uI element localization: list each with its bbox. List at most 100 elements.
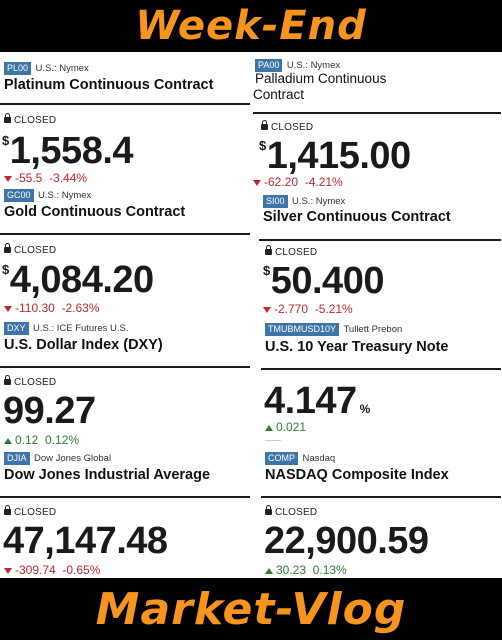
nasdaq-exchange: Nasdaq (302, 453, 336, 464)
palladium-exchange: U.S.: Nymex (286, 60, 341, 71)
gold-price: $1,558.4 (2, 130, 134, 172)
closed-label: CLOSED (275, 247, 318, 258)
nasdaq-change: 0.021 (265, 420, 306, 434)
up-arrow-icon (4, 437, 12, 444)
palladium-meta: PA00 U.S.: Nymex (255, 55, 340, 73)
silver-change-value: -62.20 (264, 175, 299, 189)
top-banner-title: Week-End (135, 3, 367, 49)
currency-symbol: $ (2, 262, 9, 277)
divider (261, 496, 502, 498)
treasury-change: -2.770 -5.21% (263, 302, 353, 316)
lock-icon (265, 245, 272, 255)
down-arrow-icon (253, 179, 261, 186)
bottom-right-change-pct: 0.13% (312, 563, 347, 577)
djia-name[interactable]: Dow Jones Industrial Average (4, 467, 211, 483)
silver-change: -62.20 -4.21% (253, 175, 343, 189)
silver-change-pct: -4.21% (304, 175, 343, 189)
right-quote-panel: PA00 U.S.: Nymex Palladium Continuous Co… (251, 52, 502, 578)
palladium-ticker-badge[interactable]: PA00 (255, 59, 283, 72)
bottom-left-change: -309.74 -0.65% (4, 563, 100, 577)
divider (0, 103, 251, 105)
treasury-exchange: Tullett Prebon (343, 324, 403, 335)
platinum-name[interactable]: Platinum Continuous Contract (4, 77, 214, 93)
dxy-closed-status: CLOSED (4, 243, 56, 256)
closed-label: CLOSED (271, 122, 314, 133)
nasdaq-ticker-badge[interactable]: COMP (265, 452, 298, 465)
gold-price-value: 1,558.4 (9, 130, 134, 172)
silver-name[interactable]: Silver Continuous Contract (263, 209, 451, 225)
silver-price-value: 1,415.00 (266, 135, 411, 177)
djia-ticker-badge[interactable]: DJIA (4, 452, 30, 465)
nasdaq-price: 4.147% (264, 382, 370, 428)
treasury-change-value: -2.770 (274, 302, 309, 316)
closed-label: CLOSED (14, 377, 57, 388)
dxy-name[interactable]: U.S. Dollar Index (DXY) (4, 337, 163, 353)
dxy-change-value: -110.30 (15, 301, 55, 315)
down-arrow-icon (4, 567, 12, 574)
gold-change-pct: -3.44% (49, 171, 88, 185)
dxy-ticker-badge[interactable]: DXY (4, 322, 29, 335)
treasury-price: $50.400 (263, 262, 384, 300)
dxy-meta: DXY U.S.: ICE Futures U.S. (4, 318, 129, 336)
treasury-price-value: 50.400 (270, 260, 385, 302)
djia-change: 0.12 0.12% (4, 433, 79, 447)
currency-symbol: $ (259, 138, 266, 153)
dxy-price-value: 4,084.20 (9, 259, 154, 301)
treasury-closed-status: CLOSED (265, 245, 318, 258)
djia-change-pct: 0.12% (45, 433, 80, 447)
bottom-right-price: 22,900.59 (264, 520, 429, 562)
djia-change-value: 0.12 (15, 433, 39, 447)
gold-exchange: U.S.: Nymex (37, 190, 92, 201)
nasdaq-name[interactable]: NASDAQ Composite Index (265, 467, 449, 483)
palladium-name-line1[interactable]: Palladium Continuous (255, 71, 387, 86)
treasury-ticker-badge[interactable]: TMUBMUSD10Y (265, 323, 340, 336)
lock-icon (4, 113, 11, 123)
treasury-change-pct: -5.21% (314, 302, 353, 316)
closed-label: CLOSED (14, 507, 57, 518)
treasury-name[interactable]: U.S. 10 Year Treasury Note (265, 339, 449, 355)
bottom-left-closed-status: CLOSED (4, 505, 57, 518)
divider (261, 368, 502, 370)
treasury-meta: TMUBMUSD10Y Tullett Prebon (265, 319, 402, 337)
top-banner: Week-End (0, 0, 502, 52)
divider (259, 239, 502, 241)
gold-ticker-badge[interactable]: GC00 (4, 189, 34, 202)
nasdaq-change-value: 0.021 (276, 420, 307, 434)
divider (0, 233, 251, 235)
platinum-ticker-badge[interactable]: PL00 (4, 62, 32, 75)
bottom-left-change-pct: -0.65% (62, 563, 101, 577)
dxy-change-pct: -2.63% (61, 301, 100, 315)
platinum-exchange: U.S.: Nymex (35, 63, 89, 74)
lock-icon (4, 375, 11, 385)
gold-name[interactable]: Gold Continuous Contract (4, 204, 186, 220)
platinum-meta: PL00 U.S.: Nymex (4, 58, 89, 76)
djia-meta: DJIA Dow Jones Global (4, 448, 111, 466)
down-arrow-icon (263, 306, 271, 313)
bottom-banner: Market-Vlog (0, 578, 502, 640)
bottom-right-change: 30.23 0.13% (265, 563, 347, 577)
silver-meta: SI00 U.S.: Nymex (263, 191, 345, 209)
djia-closed-status: CLOSED (4, 375, 57, 388)
nasdaq-meta: COMP Nasdaq (265, 448, 335, 466)
silver-ticker-badge[interactable]: SI00 (263, 195, 288, 208)
silver-price: $1,415.00 (259, 137, 411, 175)
lock-icon (265, 505, 272, 515)
up-arrow-icon (265, 567, 273, 574)
down-arrow-icon (4, 175, 12, 182)
djia-exchange: Dow Jones Global (33, 453, 112, 464)
down-arrow-icon (4, 305, 12, 312)
bottom-banner-title: Market-Vlog (95, 583, 407, 635)
percent-sign: % (359, 402, 371, 416)
palladium-name-line2[interactable]: Contract (253, 87, 305, 102)
dxy-price: $4,084.20 (2, 261, 154, 299)
silver-exchange: U.S.: Nymex (291, 196, 346, 207)
divider (253, 112, 502, 114)
gold-change: -55.5 -3.44% (4, 171, 87, 185)
nasdaq-price-value: 4.147 (264, 380, 357, 422)
gold-change-value: -55.5 (15, 171, 43, 185)
bottom-left-price: 47,147.48 (3, 520, 168, 562)
currency-symbol: $ (2, 133, 9, 148)
closed-label: CLOSED (275, 507, 318, 518)
divider (0, 496, 251, 498)
left-quote-panel: PL00 U.S.: Nymex Platinum Continuous Con… (0, 52, 251, 578)
